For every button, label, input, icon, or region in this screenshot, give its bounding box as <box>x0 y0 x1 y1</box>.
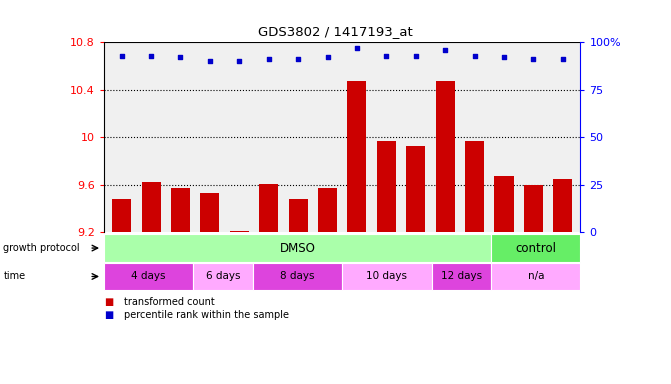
Bar <box>112 199 132 232</box>
Text: 4 days: 4 days <box>132 271 166 281</box>
Point <box>528 56 539 63</box>
Text: n/a: n/a <box>527 271 544 281</box>
Bar <box>171 189 190 232</box>
Bar <box>142 182 160 232</box>
Point <box>322 55 333 61</box>
Point <box>440 47 450 53</box>
Bar <box>495 177 513 232</box>
Text: time: time <box>3 271 25 281</box>
Point <box>381 53 392 59</box>
Point <box>558 56 568 63</box>
Text: ■: ■ <box>104 297 113 307</box>
Point <box>175 55 186 61</box>
Bar <box>348 81 366 232</box>
Point <box>352 45 362 51</box>
Bar <box>435 81 455 232</box>
Bar <box>289 199 308 232</box>
Point <box>499 55 509 61</box>
Bar <box>318 189 337 232</box>
Text: DMSO: DMSO <box>280 242 315 255</box>
Bar <box>376 141 396 232</box>
Text: control: control <box>515 242 556 255</box>
Point <box>411 53 421 59</box>
Point <box>146 53 156 59</box>
Point <box>116 53 127 59</box>
Bar <box>201 193 219 232</box>
Text: 12 days: 12 days <box>441 271 482 281</box>
Bar <box>406 146 425 232</box>
Point <box>263 56 274 63</box>
Bar <box>553 179 572 232</box>
Point <box>234 58 245 65</box>
Bar <box>229 231 249 232</box>
Text: 8 days: 8 days <box>280 271 315 281</box>
Point <box>293 56 303 63</box>
Text: GDS3802 / 1417193_at: GDS3802 / 1417193_at <box>258 25 413 38</box>
Bar <box>524 185 543 232</box>
Point <box>469 53 480 59</box>
Text: growth protocol: growth protocol <box>3 243 80 253</box>
Text: transformed count: transformed count <box>124 297 215 307</box>
Text: percentile rank within the sample: percentile rank within the sample <box>124 310 289 320</box>
Point <box>205 58 215 65</box>
Bar <box>259 184 278 232</box>
Text: 10 days: 10 days <box>366 271 407 281</box>
Text: ■: ■ <box>104 310 113 320</box>
Text: 6 days: 6 days <box>206 271 240 281</box>
Bar <box>465 141 484 232</box>
